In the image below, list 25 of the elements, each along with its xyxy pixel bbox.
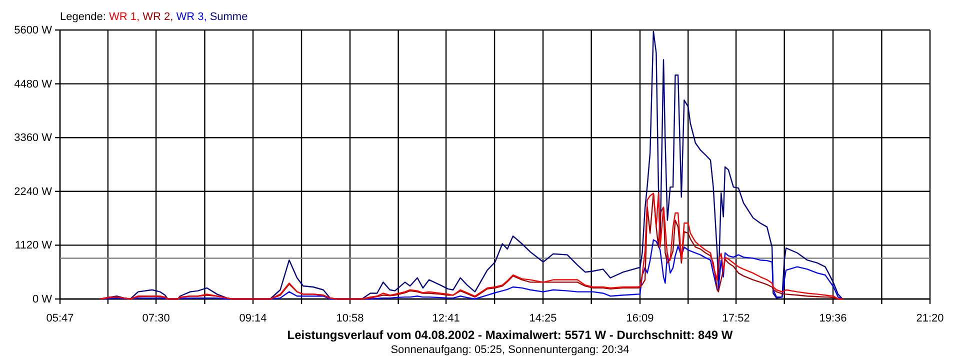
x-tick-label: 14:25 — [529, 312, 557, 324]
text: Summe — [210, 11, 248, 23]
y-tick-label: 3360 W — [14, 132, 53, 144]
x-tick-label: 05:47 — [46, 312, 74, 324]
x-tick-label: 09:14 — [239, 312, 267, 324]
text: WR 3, — [176, 11, 210, 23]
y-tick-label: 1120 W — [14, 240, 53, 252]
x-tick-label: 07:30 — [142, 312, 170, 324]
x-tick-label: 21:20 — [916, 312, 944, 324]
text: Sonnenaufgang: 05:25, Sonnenuntergang: 20:34 — [390, 344, 630, 356]
y-tick-label: 2240 W — [14, 186, 53, 198]
y-tick-label: 4480 W — [14, 78, 53, 90]
y-tick-label: 5600 W — [14, 24, 53, 37]
legend-title: Legende: — [60, 11, 109, 23]
x-tick-label: 16:09 — [626, 312, 654, 324]
x-tick-label: 19:36 — [819, 312, 847, 324]
text: WR 2, — [142, 11, 176, 23]
y-tick-label: 0 W — [32, 294, 53, 306]
text: WR 1, — [108, 11, 143, 23]
x-tick-label: 12:41 — [432, 312, 460, 324]
x-tick-label: 17:52 — [722, 312, 750, 324]
x-tick-label: 10:58 — [336, 312, 364, 324]
text: Leistungsverlauf vom 04.08.2002 - Maximalwert: 5571 W - Durchschnitt: 849 W — [287, 328, 734, 342]
line-series — [100, 239, 844, 300]
line-series — [100, 192, 844, 300]
